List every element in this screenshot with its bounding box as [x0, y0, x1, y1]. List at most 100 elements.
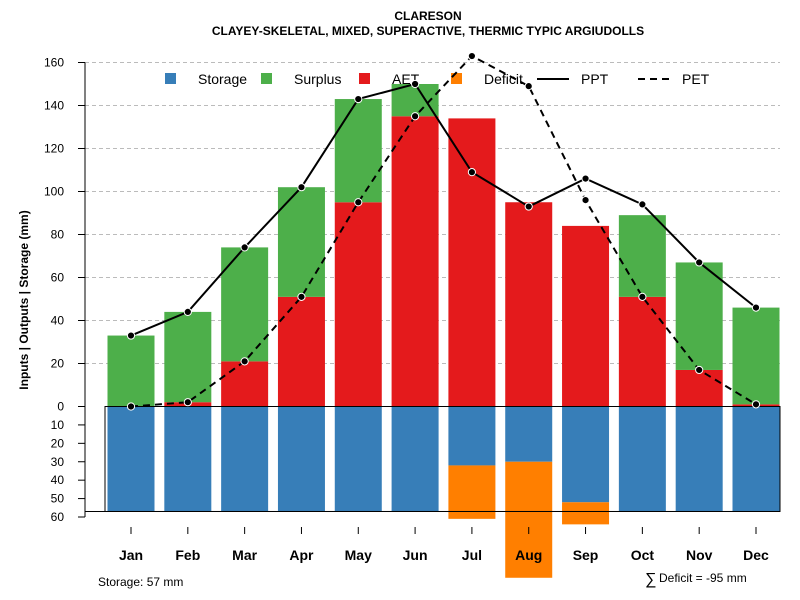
deficit-bar: [505, 461, 553, 578]
legend-swatch: [359, 73, 370, 84]
pet-point: [354, 198, 363, 207]
x-tick-label: Jan: [119, 547, 143, 563]
deficit-sum-note: Deficit = -95 mm: [659, 571, 747, 585]
legend-swatch: [165, 73, 176, 84]
x-tick-label: Feb: [175, 547, 200, 563]
y-axis-label: Inputs | Outputs | Storage (mm): [17, 210, 31, 389]
ppt-point: [240, 243, 249, 252]
legend-swatch: [451, 73, 462, 84]
pet-point: [126, 402, 136, 411]
legend-label: Storage: [198, 71, 247, 87]
storage-bar: [164, 406, 212, 512]
x-tick-label: May: [345, 547, 372, 563]
x-tick-label: Aug: [515, 547, 542, 563]
storage-bar: [221, 406, 269, 512]
lines: [126, 51, 761, 411]
storage-bar: [505, 406, 553, 462]
y-tick-label: 20: [51, 436, 65, 450]
y-tick-label: 50: [51, 492, 65, 506]
ppt-point: [467, 168, 477, 177]
pet-point: [410, 112, 420, 121]
y-tick-label: 40: [51, 473, 65, 487]
x-tick-label: Jun: [403, 547, 428, 563]
ppt-point: [581, 174, 590, 183]
y-axis: 0 20 40 60 80 100 120 140 160 10 20 30 40 50 60: [44, 56, 86, 524]
pet-point: [751, 400, 761, 409]
sum-symbol: ∑: [645, 571, 656, 588]
surplus-bar: [221, 247, 269, 362]
aet-bar: [391, 116, 439, 407]
x-tick-label: Oct: [631, 547, 655, 563]
pet-point: [638, 292, 647, 301]
storage-bar: [334, 406, 382, 512]
storage-bar: [277, 406, 325, 512]
storage-bar: [448, 406, 496, 466]
pet-point: [183, 398, 192, 407]
surplus-bar: [277, 187, 325, 297]
storage-capacity-note: Storage: 57 mm: [98, 575, 183, 589]
pet-point: [467, 51, 477, 61]
ppt-point: [695, 258, 704, 267]
ppt-point: [751, 303, 761, 312]
surplus-bar: [618, 215, 666, 297]
y-tick-label: 40: [51, 314, 65, 328]
x-tick-label: Jul: [462, 547, 482, 563]
y-tick-label: 20: [51, 357, 65, 371]
surplus-bar: [107, 335, 155, 407]
bars: [104, 84, 781, 578]
legend: Storage Surplus AET Deficit PPT PET: [165, 71, 710, 87]
pet-point: [695, 365, 704, 375]
aet-bar: [334, 202, 382, 407]
y-tick-label: 60: [51, 510, 65, 524]
chart-subtitle: CLAYEY-SKELETAL, MIXED, SUPERACTIVE, THE…: [212, 24, 644, 38]
aet-bar: [505, 202, 553, 407]
surplus-bar: [732, 307, 780, 405]
ppt-point: [354, 94, 363, 104]
storage-bar: [618, 406, 666, 512]
pet-point: [581, 196, 590, 205]
legend-label: PPT: [581, 71, 609, 87]
x-tick-label: Nov: [686, 547, 713, 563]
ppt-point: [126, 331, 136, 340]
ppt-point: [638, 200, 647, 209]
ppt-point: [297, 183, 306, 192]
legend-label: Surplus: [294, 71, 341, 87]
x-tick-label: Dec: [743, 547, 769, 563]
y-tick-label: 60: [51, 271, 65, 285]
ppt-point: [524, 202, 533, 211]
legend-label: PET: [682, 71, 710, 87]
deficit-bar: [562, 502, 610, 525]
storage-bar: [562, 406, 610, 503]
pet-point: [240, 357, 249, 366]
pet-point: [524, 82, 533, 91]
y-tick-label: 100: [44, 185, 64, 199]
ppt-point: [410, 79, 420, 89]
chart-title: CLARESON: [394, 9, 461, 23]
aet-bar: [221, 361, 269, 407]
aet-bar: [448, 118, 496, 407]
y-tick-label: 30: [51, 455, 65, 469]
deficit-bar: [448, 465, 496, 519]
storage-bar: [732, 406, 780, 512]
y-tick-label: 120: [44, 142, 64, 156]
x-axis: Jan Feb Mar Apr May Jun Jul Aug Sep Oct Nov Dec: [119, 527, 769, 563]
aet-bar: [618, 296, 666, 407]
storage-bar: [675, 406, 723, 512]
ppt-point: [183, 307, 192, 316]
pet-line: [130, 54, 757, 408]
ppt-line: [130, 82, 757, 337]
surplus-bar: [675, 262, 723, 370]
aet-bar: [562, 225, 610, 407]
surplus-bar: [164, 311, 212, 403]
surplus-bar: [334, 99, 382, 203]
y-tick-label: 160: [44, 56, 64, 70]
x-tick-label: Mar: [232, 547, 257, 563]
y-tick-label: 0: [57, 400, 64, 414]
storage-bar: [107, 406, 155, 512]
legend-swatch: [261, 73, 272, 84]
x-tick-label: Apr: [289, 547, 314, 563]
x-tick-label: Sep: [573, 547, 599, 563]
aet-bar: [277, 296, 325, 407]
y-tick-label: 10: [51, 418, 65, 432]
